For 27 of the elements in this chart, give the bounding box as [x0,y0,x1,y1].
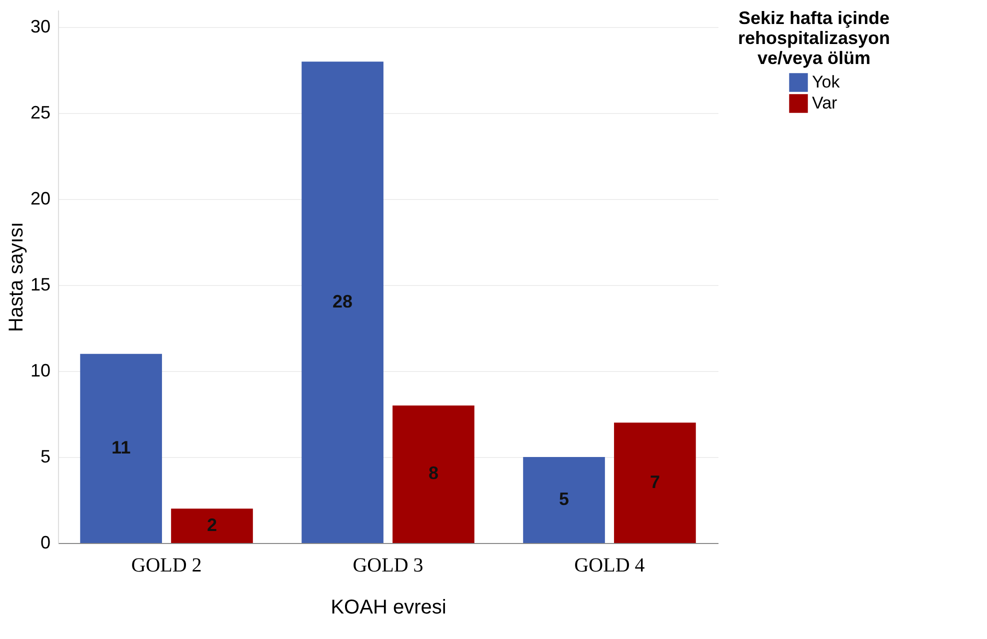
y-tick-label: 5 [40,446,50,467]
bar [80,354,162,543]
bar [171,508,253,543]
y-tick-label: 15 [30,274,50,295]
data-label: 2 [206,514,217,535]
legend-label: Yok [812,72,840,92]
x-tick-label: GOLD 3 [352,554,424,576]
data-label: 8 [428,463,438,484]
x-tick-label: GOLD 4 [574,554,645,576]
y-tick-label: 10 [30,360,50,381]
bar [302,62,384,543]
x-axis-title: KOAH evresi [330,596,446,618]
y-tick-label: 25 [30,102,50,123]
data-label: 5 [559,489,570,510]
data-label: 11 [112,437,131,458]
bar [614,422,696,543]
legend-label: Var [812,94,838,112]
y-tick-label: 20 [30,188,50,209]
data-label: 7 [650,472,660,492]
bar [523,457,605,543]
y-tick-label: 0 [40,532,50,552]
legend-title: Sekiz hafta içinde rehospitalizasyon ve/veya ölüm [738,8,890,68]
x-tick-label: GOLD 2 [131,554,202,576]
y-tick-label: 30 [30,16,50,37]
y-axis-title: Hasta sayısı [5,222,28,332]
data-label: 28 [332,291,353,312]
bar [392,405,474,543]
